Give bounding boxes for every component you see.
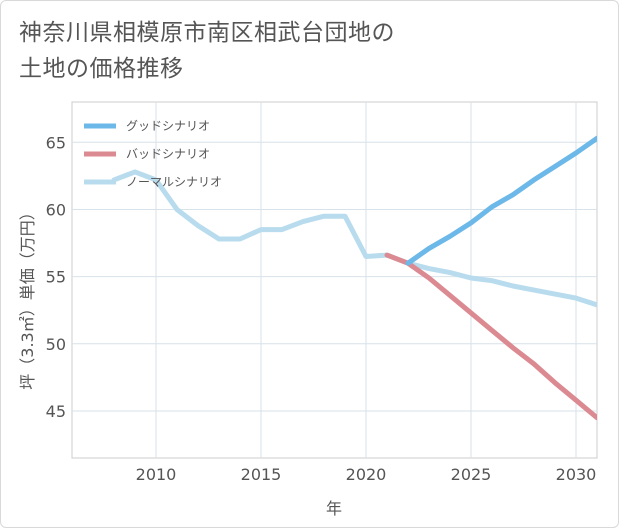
series-line-0 — [405, 135, 597, 266]
y-tick-label-50: 50 — [46, 335, 66, 354]
legend-label-1: バッドシナリオ — [126, 147, 210, 161]
y-tick-label-60: 60 — [46, 200, 66, 219]
legend-label-0: グッドシナリオ — [126, 119, 210, 133]
series-line-1 — [384, 252, 597, 421]
x-tick-label-2015: 2015 — [241, 465, 282, 484]
legend-label-2: ノーマルシナリオ — [126, 175, 222, 189]
x-tick-label-2010: 2010 — [136, 465, 177, 484]
series-lines — [111, 135, 597, 421]
chart-title: 神奈川県相模原市南区相武台団地の 土地の価格推移 — [19, 15, 579, 87]
y-tick-label-45: 45 — [46, 402, 66, 421]
plot-area — [71, 101, 598, 459]
x-axis-ticks: 2010 2015 2020 2025 2030 — [136, 465, 597, 484]
x-tick-label-2030: 2030 — [556, 465, 597, 484]
y-axis-ticks: 45 50 55 60 65 — [46, 133, 66, 421]
y-axis-label: 坪（3.3㎡）単価（万円） — [18, 204, 37, 389]
x-axis-label: 年 — [326, 499, 342, 518]
series-line-2 — [111, 169, 597, 308]
x-tick-label-2025: 2025 — [451, 465, 492, 484]
x-tick-label-2020: 2020 — [346, 465, 387, 484]
chart-title-line-1: 神奈川県相模原市南区相武台団地の — [19, 20, 395, 46]
chart-title-line-2: 土地の価格推移 — [19, 56, 184, 82]
y-tick-label-65: 65 — [46, 133, 66, 152]
y-tick-label-55: 55 — [46, 268, 66, 287]
